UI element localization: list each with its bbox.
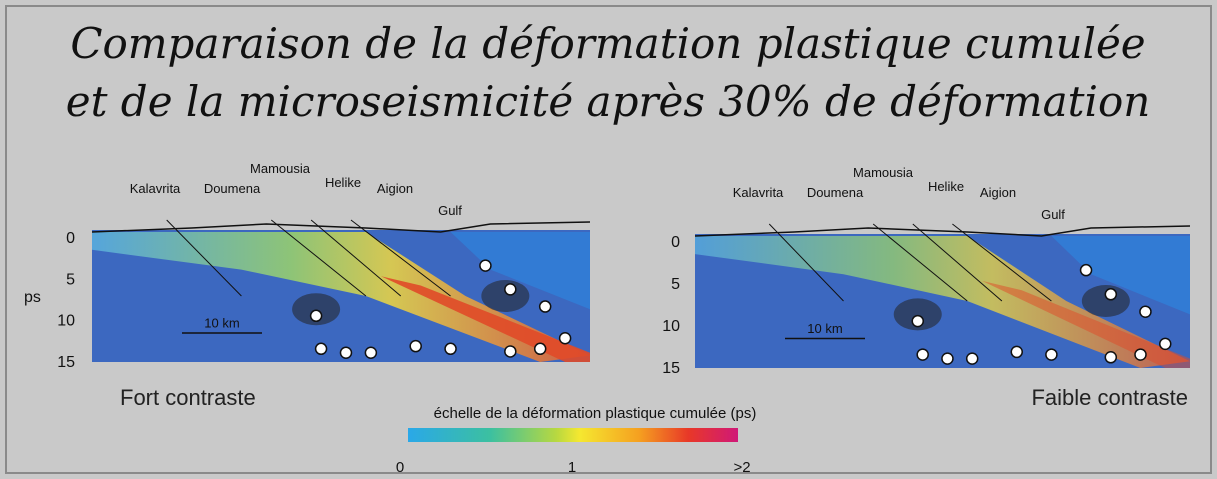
focal-mechanism: [479, 259, 492, 272]
focal-mechanism: [444, 342, 457, 356]
focal-mechanism: [1079, 263, 1093, 277]
frame: [5, 5, 1212, 474]
focal-mechanism: [1159, 337, 1172, 351]
seismicity-cluster: [292, 293, 341, 326]
seismicity-cluster: [1081, 285, 1130, 317]
fault: [310, 219, 402, 297]
focal-mechanism: [941, 352, 954, 365]
focal-mechanism: [314, 342, 328, 356]
place-label: Kalavrita: [733, 185, 784, 200]
focal-mechanism: [1045, 348, 1058, 361]
shear-band: [982, 280, 1190, 368]
focal-mechanism: [916, 348, 929, 361]
seismicity-cluster: [481, 280, 530, 312]
place-label: Mamousia: [853, 165, 914, 180]
depth-axis-label: ps: [24, 289, 41, 306]
depth-tick-label: 5: [671, 276, 680, 293]
fault: [350, 219, 451, 297]
panel-caption: Faible contraste: [1031, 385, 1188, 410]
focal-mechanism: [504, 283, 517, 296]
focal-mechanism: [364, 346, 378, 360]
place-label: Doumena: [807, 185, 864, 200]
upper-blue: [450, 232, 590, 310]
place-label: Helike: [325, 175, 361, 190]
fault: [872, 223, 968, 302]
topography: [91, 221, 591, 233]
deformation-zone: [92, 232, 590, 362]
place-label: Mamousia: [250, 161, 311, 176]
title-line-1: Comparaison de la déformation plastique …: [70, 19, 1145, 68]
focal-mechanism: [1104, 288, 1118, 301]
focal-mechanism: [965, 352, 979, 365]
colorbar: [408, 428, 738, 442]
focal-mechanism: [339, 346, 353, 360]
cross-section: 10 km Kalavrita Doumena Mamousia Helike Aigio…: [694, 165, 1191, 368]
focal-mechanism: [1139, 305, 1152, 318]
place-label: Helike: [928, 179, 964, 194]
upper-blue: [1051, 236, 1190, 315]
focal-mechanism: [1134, 348, 1147, 361]
depth-tick-label: 0: [671, 234, 680, 251]
place-label: Kalavrita: [130, 181, 181, 196]
deformation-zone: [695, 236, 1190, 368]
depth-tick-label: 15: [57, 354, 75, 371]
focal-mechanism: [558, 331, 572, 345]
focal-mechanism: [911, 314, 924, 328]
place-label: Gulf: [438, 203, 462, 218]
colorbar-title: échelle de la déformation plastique cumu…: [434, 405, 757, 422]
focal-mechanism: [504, 345, 517, 358]
depth-tick-label: 0: [66, 230, 75, 247]
shear-band: [380, 276, 590, 362]
topography: [694, 225, 1191, 237]
panel-caption: Fort contraste: [120, 385, 256, 410]
fault: [952, 223, 1052, 302]
seismicity-cluster: [893, 298, 942, 331]
place-label: Doumena: [204, 181, 261, 196]
focal-mechanism: [1104, 351, 1118, 364]
depth-tick-label: 15: [662, 360, 680, 377]
fault: [912, 223, 1003, 302]
depth-tick-label: 10: [662, 318, 680, 335]
focal-mechanism: [538, 300, 552, 313]
colorbar-label: >2: [733, 459, 750, 476]
title-line-2: et de la microseismicité après 30% de dé…: [66, 77, 1151, 126]
focal-mechanism: [409, 339, 422, 353]
depth-tick-label: 10: [57, 313, 75, 330]
focal-mechanism: [1010, 345, 1023, 359]
fault: [166, 219, 242, 297]
place-label: Aigion: [377, 181, 413, 196]
focal-mechanism: [309, 309, 323, 323]
place-label: Gulf: [1041, 207, 1065, 222]
colorbar-label: 1: [568, 459, 576, 476]
cross-section: 10 km Kalavrita Doumena Mamousia Helike Aigio…: [91, 161, 591, 362]
fault: [270, 219, 367, 297]
focal-mechanism: [533, 342, 547, 356]
colorbar-label: 0: [396, 459, 404, 476]
depth-tick-label: 5: [66, 271, 75, 288]
scale-bar-label: 10 km: [807, 321, 842, 336]
fault: [768, 223, 844, 302]
place-label: Aigion: [980, 185, 1016, 200]
scale-bar-label: 10 km: [204, 316, 239, 331]
